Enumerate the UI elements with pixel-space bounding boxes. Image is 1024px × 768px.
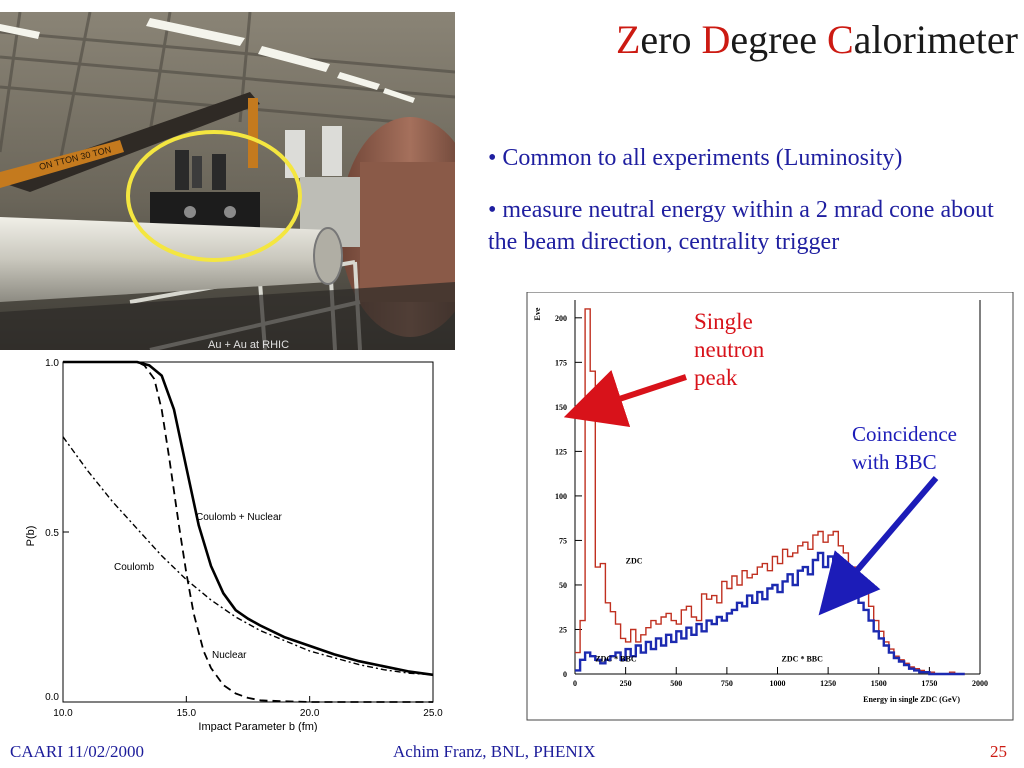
y-tick-label: 0 [563,670,567,679]
x-tick-label: 0 [573,679,577,688]
y-tick-label: 100 [555,492,567,501]
y-tick-label: 175 [555,358,567,367]
title-cap-z: Z [615,17,641,62]
x-tick-label: 1750 [921,679,937,688]
blue-arrow [818,476,939,616]
x-tick-label: 20.0 [300,708,320,719]
x-tick-label: 15.0 [177,708,197,719]
title-rest-calorimeter: alorimeter [853,17,1018,62]
footer-event: CAARI 11/02/2000 [10,742,144,761]
zdc-energy-svg: 0 250 500 750 1000 1250 1500 1750 2000 0 25 50 75 100… [526,291,1014,721]
x-axis-label: Impact Parameter b (fm) [198,721,317,732]
x-tick-label: 500 [670,679,682,688]
title-rest-zero: ero [640,17,702,62]
x-tick-label: 2000 [972,679,988,688]
title-rest-degree: egree [730,17,827,62]
title-cap-d: D [701,17,731,62]
series-line-dashdot [62,436,434,676]
histogram-series-label: ZDC * BBC [782,655,824,664]
y-tick-label: 0.5 [45,528,59,539]
y-tick-label: 0.0 [45,692,59,703]
x-tick-label: 750 [721,679,733,688]
y-tick-label: 1.0 [45,358,59,369]
single-neutron-annotation: Single neutron peak [694,308,764,392]
bullet-luminosity: • Common to all experiments (Luminosity) [488,145,903,171]
anno-line-with-bbc: with BBC [852,450,937,474]
series-label: Coulomb + Nuclear [196,512,283,523]
x-axis-label: Energy in single ZDC (GeV) [863,695,960,704]
series-label: Coulomb [114,562,154,573]
y-tick-label: 25 [559,625,567,634]
anno-line-peak: peak [694,365,738,390]
histogram-series-label: ZDC [626,557,643,566]
zdc-detector-photo: ON TTON 30 TON [0,12,455,350]
zdc-energy-histogram: 0 250 500 750 1000 1250 1500 1750 2000 0 25 50 75 100… [520,291,1020,724]
y-tick-label: 150 [555,403,567,412]
footer-author: Achim Franz, BNL, PHENIX [393,742,596,761]
y-axis-label: Eve [533,307,542,320]
series-line-dashed [63,361,433,703]
histogram-series-label: ZDC * BBC [595,655,637,664]
photo-partial-text: Au + Au at RHIC [208,339,289,350]
anno-line-neutron: neutron [694,337,765,362]
bullet-neutral-energy: • measure neutral energy within a 2 mrad… [488,197,994,255]
y-tick-label: 50 [559,581,567,590]
photo-drawing: ON TTON 30 TON [0,12,455,350]
x-tick-label: 1500 [871,679,887,688]
y-axis-label: P(b) [25,526,37,547]
anno-line-single: Single [694,309,753,334]
x-tick-label: 10.0 [53,708,73,719]
impact-parameter-svg: 10.0 15.0 20.0 25.0 0.0 0.5 1.0 Impact Paramete… [25,358,443,733]
y-tick-label: 125 [555,447,567,456]
coincidence-annotation: Coincidence with BBC [852,420,957,476]
page-number: 25 [990,742,1007,761]
x-tick-label: 1000 [770,679,786,688]
histogram-frame [526,291,1014,721]
y-tick-label: 200 [555,314,567,323]
y-tick-label: 75 [559,536,567,545]
series-label: Nuclear [212,650,247,661]
histogram-line-zdc-bbc [575,551,965,676]
impact-parameter-chart: 10.0 15.0 20.0 25.0 0.0 0.5 1.0 Impact Paramete… [0,352,455,733]
x-tick-label: 250 [620,679,632,688]
slide-title: Zero Degree Calorimeter [470,14,1018,66]
x-tick-label: 1250 [820,679,836,688]
x-tick-label: 25.0 [423,708,443,719]
title-cap-c: C [826,17,854,62]
anno-line-coincidence: Coincidence [852,422,957,446]
red-arrow [563,369,687,427]
